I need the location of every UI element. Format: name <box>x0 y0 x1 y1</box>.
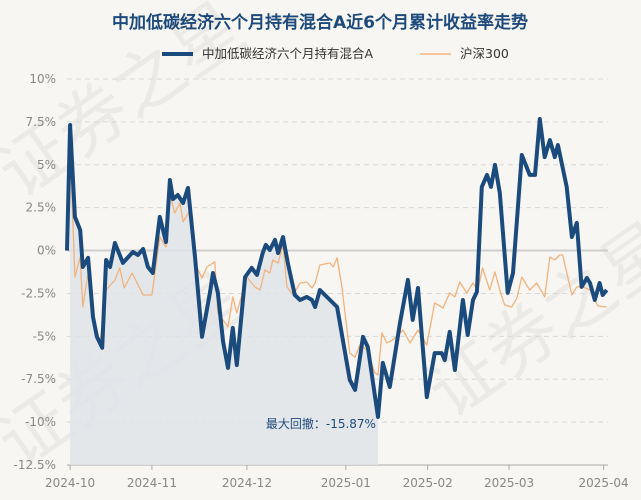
legend-label-fund[interactable]: 中加低碳经济六个月持有混合A <box>202 46 374 61</box>
y-tick-label: -12.5% <box>14 458 56 472</box>
x-axis: 2024-10 2024-11 2024-12 2025-01 2025-02 2025-… <box>45 464 629 490</box>
y-tick-label: 7.5% <box>26 115 57 129</box>
y-tick-label: 0% <box>37 244 56 258</box>
y-tick-label: -5% <box>33 329 56 343</box>
x-tick-label: 2024-11 <box>127 476 177 490</box>
y-tick-label: 10% <box>29 72 56 86</box>
x-tick-label: 2025-03 <box>484 476 534 490</box>
y-tick-label: -7.5% <box>21 372 56 386</box>
max-drawdown-area <box>70 124 378 465</box>
y-tick-label: -2.5% <box>21 286 56 300</box>
chart-title: 中加低碳经济六个月持有混合A近6个月累计收益率走势 <box>112 12 528 33</box>
y-tick-label: 5% <box>37 158 56 172</box>
y-axis: 10% 7.5% 5% 2.5% 0% -2.5% -5% -7.5% -10% -12.5% <box>14 72 56 472</box>
x-tick-label: 2025-01 <box>321 476 371 490</box>
y-tick-label: -10% <box>25 415 56 429</box>
x-tick-label: 2024-10 <box>45 476 95 490</box>
y-tick-label: 2.5% <box>26 201 57 215</box>
fund-line <box>65 117 609 419</box>
legend-label-hs300[interactable]: 沪深300 <box>460 46 509 61</box>
x-tick-label: 2025-04 <box>579 476 629 490</box>
legend: 中加低碳经济六个月持有混合A 沪深300 <box>162 46 509 61</box>
svg-text:证券之星: 证券之星 <box>413 206 641 434</box>
max-drawdown-label: 最大回撤：-15.87% <box>266 416 376 431</box>
hs300-line <box>66 146 607 376</box>
x-tick-label: 2025-02 <box>403 476 453 490</box>
x-tick-label: 2024-12 <box>222 476 272 490</box>
